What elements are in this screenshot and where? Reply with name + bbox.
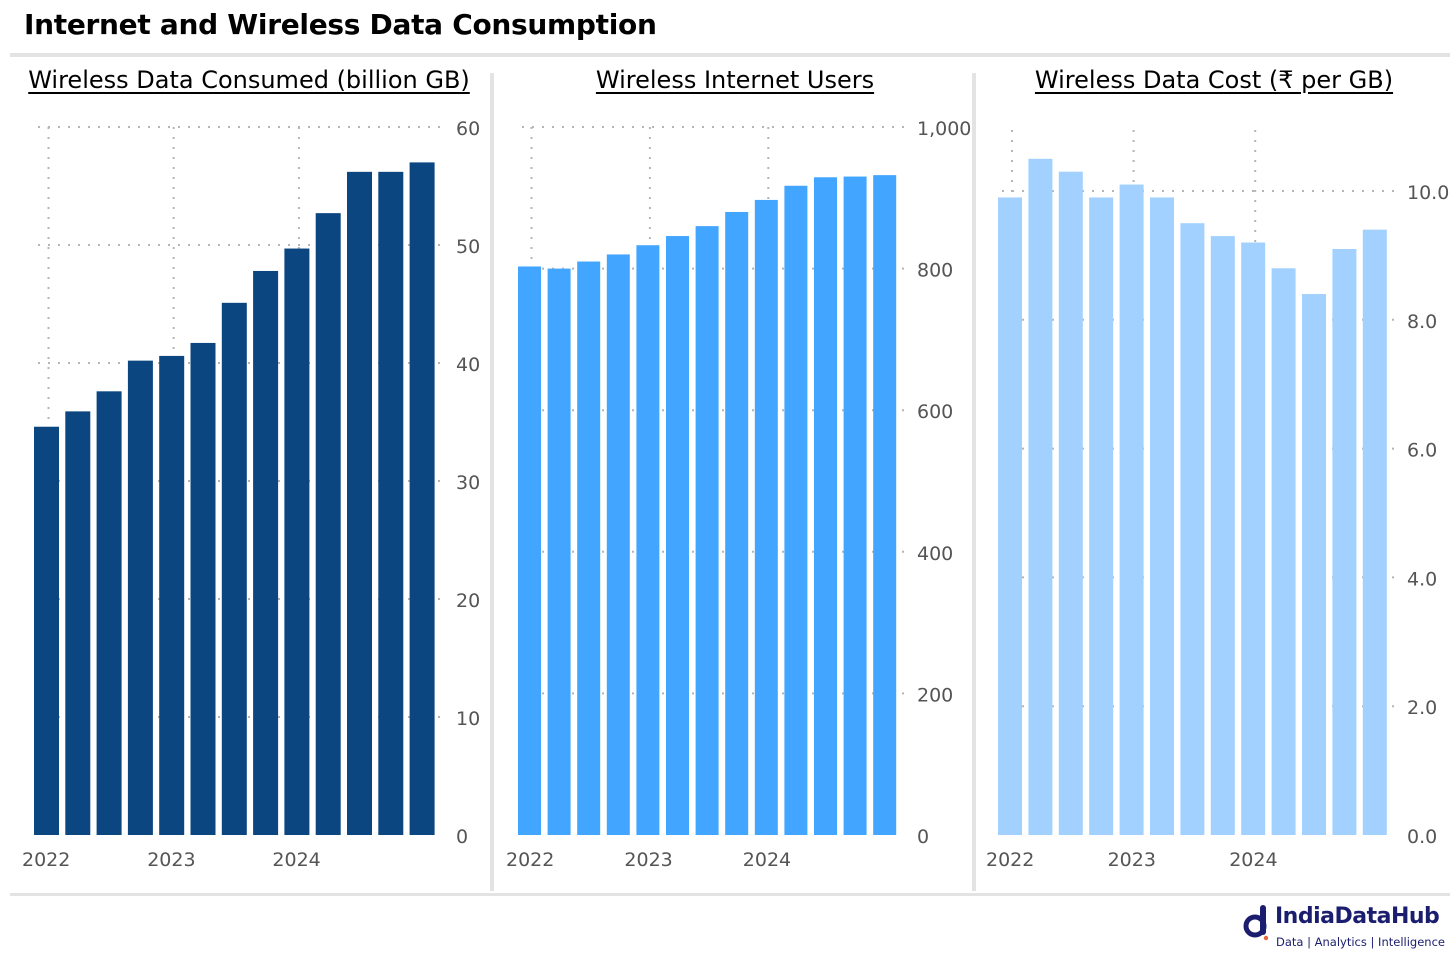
- bar: [409, 162, 435, 835]
- bar: [1271, 268, 1296, 835]
- y-tick-label: 0.0: [1407, 826, 1437, 848]
- bar: [378, 171, 404, 836]
- bar: [1241, 242, 1266, 835]
- y-tick-label: 800: [917, 260, 953, 282]
- chart-title-internet-users: Wireless Internet Users: [595, 66, 875, 94]
- chart-data-cost: 10.0 8.0 6.0 4.0 2.0 0.0 2022 2023 2024: [986, 130, 1449, 871]
- x-tick-label: 2022: [22, 849, 70, 871]
- bar: [518, 266, 541, 835]
- bar: [998, 197, 1022, 835]
- bar: [814, 177, 837, 835]
- bar: [65, 411, 91, 835]
- bar: [159, 355, 185, 835]
- bar: [1210, 236, 1235, 835]
- bar: [1302, 294, 1326, 835]
- x-tick-label: 2022: [506, 849, 554, 871]
- x-tick-label: 2024: [1229, 849, 1277, 871]
- chart-title-data-cost: Wireless Data Cost (₹ per GB): [1034, 66, 1394, 94]
- bar: [347, 171, 372, 836]
- panel-divider: [972, 73, 976, 891]
- bar: [1028, 158, 1053, 836]
- y-tick-label: 2.0: [1407, 697, 1437, 719]
- bar: [1150, 197, 1174, 835]
- brand-name: IndiaDataHub: [1275, 904, 1440, 929]
- bar: [754, 199, 778, 835]
- y-tick-label: 600: [917, 401, 953, 423]
- x-tick-label: 2023: [1108, 849, 1156, 871]
- chart-title-data-consumed: Wireless Data Consumed (billion GB): [28, 66, 470, 94]
- bar: [695, 226, 719, 835]
- bar: [725, 211, 749, 835]
- chart-data-consumed: 60 50 40 30 20 10 0 2022 2023 2024: [22, 118, 480, 871]
- y-tick-label: 0: [917, 826, 929, 848]
- y-tick-label: 10: [456, 708, 480, 730]
- y-tick-label: 4.0: [1407, 568, 1437, 590]
- bar: [253, 270, 279, 836]
- bar: [1180, 223, 1205, 835]
- title-divider: [10, 53, 1450, 57]
- bar: [843, 176, 867, 835]
- logo-mark-icon: [1243, 905, 1269, 941]
- bar: [1362, 229, 1387, 835]
- bar: [96, 391, 122, 835]
- footer-divider: [10, 893, 1450, 896]
- y-tick-label: 6.0: [1407, 440, 1437, 462]
- y-tick-label: 30: [456, 472, 480, 494]
- y-tick-label: 200: [917, 684, 953, 706]
- bar: [666, 236, 689, 836]
- bar: [784, 185, 808, 835]
- x-tick-label: 2024: [743, 849, 791, 871]
- x-tick-label: 2022: [986, 849, 1034, 871]
- bar: [1089, 197, 1114, 835]
- chart-internet-users: 1,000 800 600 400 200 0 2022 2023 2024: [506, 118, 971, 871]
- bar: [315, 213, 341, 835]
- y-tick-label: 20: [456, 590, 480, 612]
- bar: [284, 248, 310, 836]
- bar: [221, 302, 247, 835]
- y-tick-label: 8.0: [1407, 311, 1437, 333]
- brand-tagline: Data | Analytics | Intelligence: [1276, 935, 1445, 949]
- brand-logo: IndiaDataHub Data | Analytics | Intellig…: [1242, 904, 1452, 956]
- y-tick-label: 40: [456, 354, 480, 376]
- bar: [34, 426, 59, 835]
- x-tick-label: 2023: [624, 849, 672, 871]
- bar: [1119, 184, 1144, 835]
- y-tick-label: 60: [456, 118, 480, 140]
- bar: [1058, 171, 1083, 835]
- x-tick-label: 2023: [147, 849, 195, 871]
- bar: [873, 175, 897, 836]
- panel-divider: [490, 73, 494, 891]
- y-tick-label: 1,000: [917, 118, 971, 140]
- bar: [577, 261, 601, 835]
- y-tick-label: 400: [917, 543, 953, 565]
- bar: [636, 245, 660, 836]
- y-tick-label: 50: [456, 236, 480, 258]
- y-tick-label: 0: [456, 826, 468, 848]
- bar: [127, 360, 153, 835]
- page-title: Internet and Wireless Data Consumption: [24, 8, 657, 41]
- bar: [190, 342, 216, 835]
- bar: [606, 254, 630, 835]
- x-tick-label: 2024: [272, 849, 320, 871]
- y-tick-label: 10.0: [1407, 182, 1449, 204]
- bar: [1332, 248, 1357, 835]
- bar: [547, 268, 571, 836]
